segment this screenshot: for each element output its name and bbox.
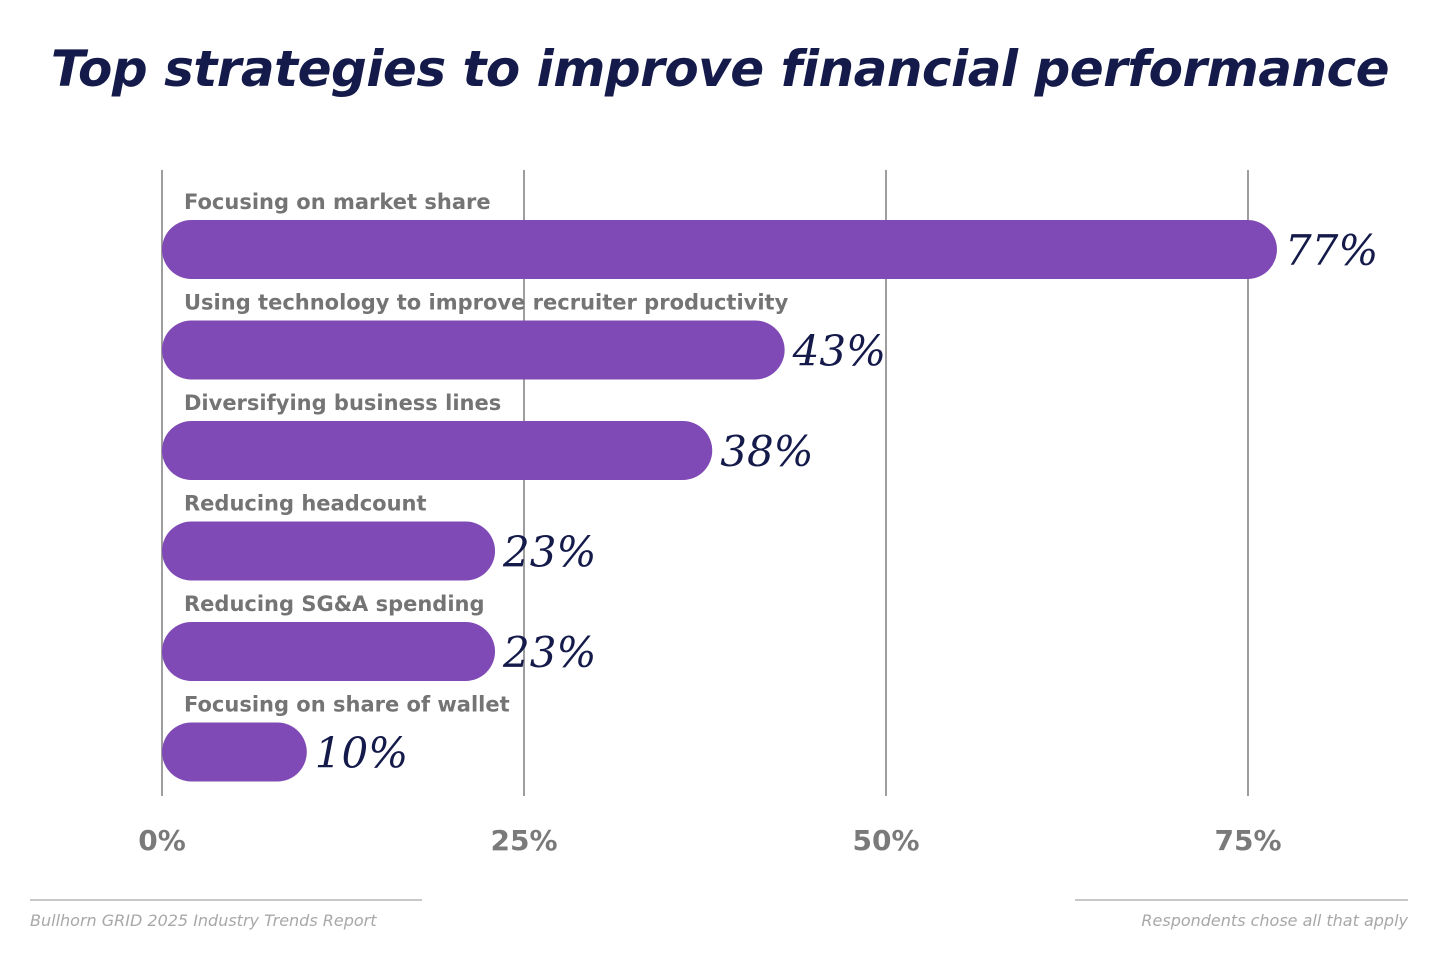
x-tick-label-2: 50% xyxy=(852,824,919,857)
category-label-0: Focusing on market share xyxy=(184,190,491,214)
value-label-3: 23% xyxy=(502,528,596,577)
bar-0 xyxy=(162,220,1277,279)
x-tick-label-3: 75% xyxy=(1214,824,1281,857)
x-tick-label-1: 25% xyxy=(490,824,557,857)
respondents-note: Respondents chose all that apply xyxy=(1141,911,1408,930)
value-label-4: 23% xyxy=(502,628,596,677)
chart-title: Top strategies to improve financial perf… xyxy=(50,40,1390,98)
footer-rule-left xyxy=(30,899,422,901)
value-label-0: 77% xyxy=(1285,226,1378,275)
category-label-5: Focusing on share of wallet xyxy=(184,693,510,717)
footer-rule-right xyxy=(1075,899,1408,901)
source-note: Bullhorn GRID 2025 Industry Trends Repor… xyxy=(30,911,377,930)
value-label-1: 43% xyxy=(792,327,886,376)
x-tick-label-0: 0% xyxy=(138,824,186,857)
category-label-1: Using technology to improve recruiter pr… xyxy=(184,291,789,315)
bar-5 xyxy=(162,722,307,782)
bar-3 xyxy=(162,521,496,581)
category-label-2: Diversifying business lines xyxy=(184,391,501,415)
bar-4 xyxy=(162,622,496,681)
category-label-4: Reducing SG&A spending xyxy=(184,592,485,616)
category-label-3: Reducing headcount xyxy=(184,492,427,516)
value-label-5: 10% xyxy=(315,729,408,778)
value-label-2: 38% xyxy=(720,427,813,476)
bar-2 xyxy=(162,421,713,480)
bar-1 xyxy=(162,320,785,380)
